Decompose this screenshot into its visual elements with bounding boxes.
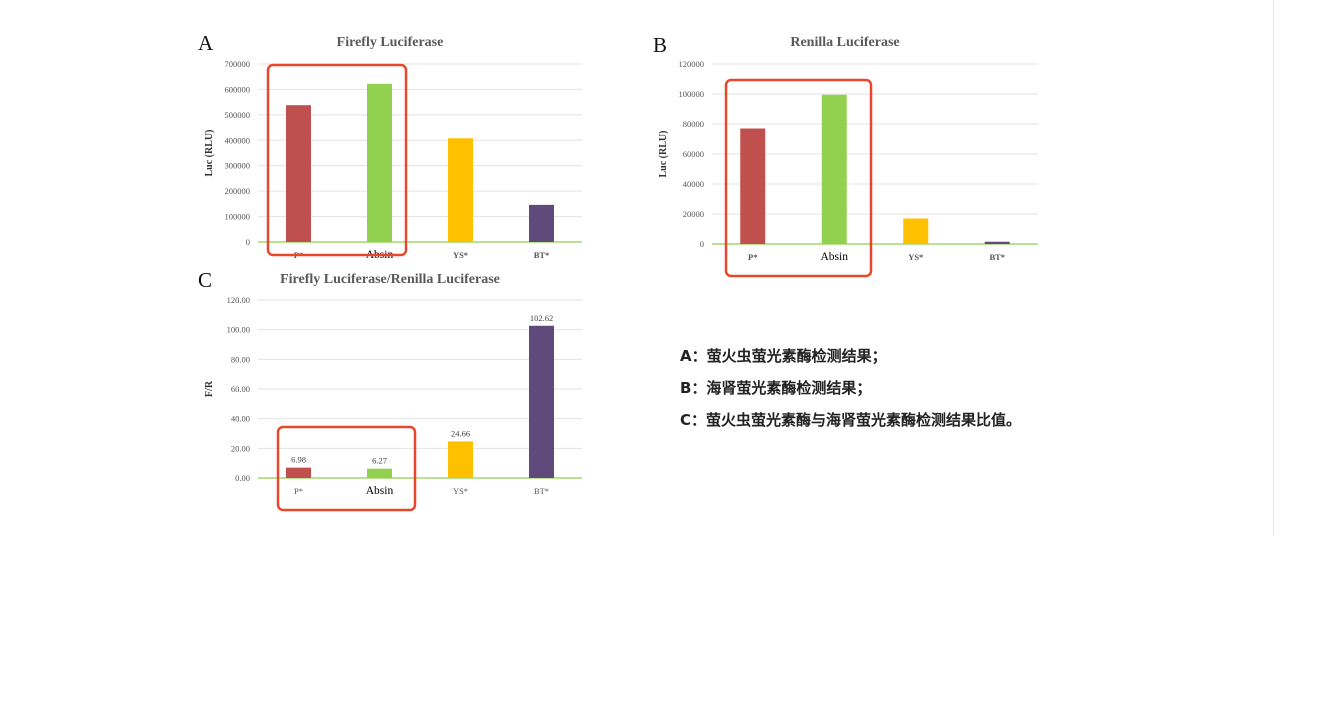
chart-c-data-label: 24.66 <box>451 428 470 438</box>
chart-c-category-label: P* <box>294 486 303 496</box>
chart-b-ytick-label: 0 <box>700 239 704 249</box>
chart-b-category-label: YS* <box>908 252 923 262</box>
chart-c-category-label: BT* <box>534 486 549 496</box>
chart-c-bar <box>529 325 554 478</box>
chart-c-data-label: 6.27 <box>372 456 387 466</box>
chart-a-highlight-box <box>266 63 408 257</box>
chart-c-ylabel: F/R <box>204 380 215 397</box>
chart-a-bar <box>367 83 392 242</box>
chart-b-bar <box>903 218 929 244</box>
chart-b-bar <box>740 128 766 244</box>
chart-a-category-label: YS* <box>453 250 468 260</box>
chart-b-ytick-label: 80000 <box>683 119 704 129</box>
chart-b-ytick-label: 100000 <box>679 89 705 99</box>
chart-b-ytick-label: 60000 <box>683 149 704 159</box>
chart-c-bar <box>448 441 473 478</box>
chart-a-bar <box>529 204 554 242</box>
chart-b-bar <box>821 94 847 244</box>
chart-b-category-label: P* <box>748 252 757 262</box>
chart-c-data-label: 102.62 <box>530 313 553 323</box>
chart-c-ytick-label: 20.00 <box>231 443 250 453</box>
chart-a-ytick-label: 600000 <box>225 84 251 94</box>
chart-c-category-label: YS* <box>453 486 468 496</box>
chart-a-bar <box>286 105 311 243</box>
chart-c-ytick-label: 80.00 <box>231 354 250 364</box>
caption-a: A：萤火虫萤光素酶检测结果； <box>680 347 887 365</box>
chart-a-ytick-label: 500000 <box>225 110 251 120</box>
chart-c-ytick-label: 0.00 <box>235 473 250 483</box>
chart-a-ytick-label: 400000 <box>225 135 251 145</box>
chart-c-bar <box>286 467 311 478</box>
chart-c-ytick-label: 40.00 <box>231 414 250 424</box>
panel-letter-c: C <box>198 268 213 292</box>
chart-c-data-label: 6.98 <box>291 455 306 465</box>
caption-b: B：海肾萤光素酶检测结果； <box>680 379 872 397</box>
caption-c: C：萤火虫萤光素酶与海肾萤光素酶检测结果比值。 <box>680 411 1022 429</box>
chart-b-highlight-box <box>724 78 873 278</box>
chart-b-category-label: BT* <box>989 252 1005 262</box>
chart-a-bar <box>448 138 473 242</box>
panel-letter-a: A <box>198 31 214 55</box>
chart-a-ytick-label: 300000 <box>225 161 251 171</box>
chart-b-ytick-label: 120000 <box>679 59 705 69</box>
panel-letter-b: B <box>653 33 668 57</box>
chart-c-title: Firefly Luciferase/Renilla Luciferase <box>280 272 500 287</box>
chart-a-ytick-label: 0 <box>246 237 250 247</box>
chart-b-ytick-label: 20000 <box>683 209 704 219</box>
chart-b-title: Renilla Luciferase <box>790 35 899 50</box>
chart-a-ytick-label: 700000 <box>225 59 251 69</box>
chart-a-ytick-label: 100000 <box>225 212 251 222</box>
chart-c-bar <box>367 468 392 478</box>
chart-b-category-label: Absin <box>821 251 849 263</box>
chart-c-ytick-label: 100.00 <box>227 325 250 335</box>
chart-c-highlight-box <box>276 425 417 512</box>
chart-c-category-label: Absin <box>366 485 394 497</box>
chart-c-ytick-label: 60.00 <box>231 384 250 394</box>
chart-c-ytick-label: 120.00 <box>227 295 250 305</box>
chart-b-ylabel: Luc (RLU) <box>658 131 669 178</box>
chart-b-ytick-label: 40000 <box>683 179 704 189</box>
chart-a-category-label: BT* <box>534 250 550 260</box>
chart-a-ylabel: Luc (RLU) <box>204 130 215 177</box>
chart-a-title: Firefly Luciferase <box>337 35 444 50</box>
chart-a-ytick-label: 200000 <box>225 186 251 196</box>
chart-b-bar <box>984 241 1010 244</box>
page-divider-line <box>1273 0 1274 536</box>
